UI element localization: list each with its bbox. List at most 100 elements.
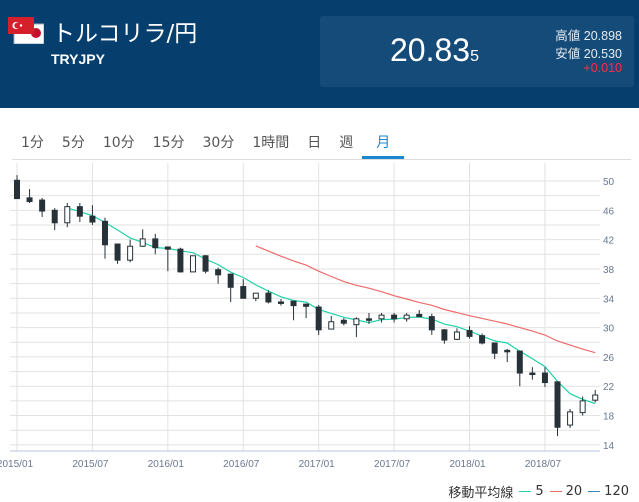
legend-label: 120 — [604, 484, 629, 499]
y-tick-label: 50 — [603, 177, 615, 188]
candle-body — [504, 349, 511, 353]
price-last-digit: 5 — [470, 48, 479, 65]
candle-body — [453, 331, 460, 340]
candle-body — [76, 206, 83, 217]
legend-line — [549, 491, 562, 492]
x-tick-label: 2017/01 — [299, 459, 336, 470]
x-tick-label: 2015/01 — [0, 459, 34, 470]
candle-body — [516, 350, 523, 374]
tab-3[interactable]: 15分 — [152, 135, 185, 151]
candle-body — [139, 238, 146, 247]
candle-body — [541, 372, 548, 384]
candle-body — [529, 372, 536, 376]
high-row: 高値 20.898 — [555, 25, 622, 44]
candlestick-chart: 2015/01 2015/07 2016/01 2016/07 2017/01 2017/… — [0, 163, 615, 470]
x-tick-label: 2018/07 — [525, 459, 562, 470]
candle-body — [365, 318, 372, 321]
x-tick-label: 2016/07 — [223, 459, 260, 470]
candle-body — [328, 321, 335, 330]
candle-body — [64, 206, 71, 224]
x-tick-label: 2015/07 — [72, 459, 109, 470]
y-tick-label: 46 — [603, 206, 615, 217]
x-tick-label: 2017/07 — [374, 459, 411, 470]
ma-legend: 移動平均線 5 20 120 — [448, 482, 629, 501]
low-row: 安値 20.530 — [555, 43, 622, 62]
ma5-line — [67, 207, 596, 405]
legend-item-ma20: 20 — [549, 484, 583, 499]
current-price: 20.835 — [390, 32, 479, 69]
low-value: 20.530 — [583, 47, 622, 61]
legend-item-ma5: 5 — [519, 484, 544, 499]
tab-6[interactable]: 日 — [307, 135, 322, 151]
candle-body — [127, 245, 134, 261]
candle-body — [240, 286, 247, 299]
y-tick-label: 26 — [603, 353, 615, 364]
tab-0[interactable]: 1分 — [21, 135, 44, 151]
legend-line — [588, 491, 601, 492]
candle-body — [403, 314, 410, 320]
currency-flag-icon — [8, 17, 44, 44]
tab-5[interactable]: 1時間 — [252, 135, 290, 151]
candle-body — [177, 248, 184, 273]
candle-body — [101, 220, 108, 246]
y-tick-label: 14 — [603, 441, 615, 452]
header: トルコリラ/円 TRYJPY 20.835 高値 20.898 安値 20.53… — [0, 0, 639, 108]
quote-panel: 20.835 高値 20.898 安値 20.530 +0.010 — [320, 16, 634, 87]
candle-body — [428, 316, 435, 331]
ma20-line — [255, 245, 596, 354]
price-main: 20.83 — [390, 32, 471, 68]
legend-label: 20 — [565, 484, 583, 499]
y-tick-label: 42 — [603, 236, 615, 247]
candle-body — [39, 199, 46, 212]
candle-body — [416, 313, 423, 318]
candle-body — [14, 179, 20, 200]
tab-4[interactable]: 30分 — [202, 135, 235, 151]
tab-1[interactable]: 5分 — [61, 135, 85, 151]
candle-body — [215, 269, 222, 276]
y-tick-label: 22 — [603, 382, 615, 393]
pair-code: TRYJPY — [51, 51, 105, 67]
candle-body — [491, 342, 498, 354]
legend-title: 移動平均線 — [448, 486, 514, 501]
candle-body — [466, 330, 473, 337]
candle-body — [441, 329, 448, 341]
candle-body — [391, 314, 398, 320]
y-tick-label: 34 — [603, 294, 615, 305]
interval-tabs: 1分 5分 10分 15分 30分 1時間 日 週月 — [12, 132, 405, 159]
candle-body — [51, 209, 58, 224]
candle-body — [164, 246, 171, 250]
x-tick-label: 2016/01 — [148, 459, 185, 470]
candle-body — [567, 411, 574, 426]
candle-body — [479, 335, 486, 344]
candle-body — [26, 197, 33, 203]
legend-line — [519, 491, 532, 492]
candle-body — [592, 394, 599, 401]
high-value: 20.898 — [583, 29, 622, 43]
candle-body — [152, 238, 159, 249]
tab-7[interactable]: 週 — [339, 135, 354, 151]
y-tick-label: 38 — [603, 265, 615, 276]
candle-body — [353, 318, 360, 326]
tab-8[interactable]: 月 — [362, 132, 405, 159]
legend-label: 5 — [535, 484, 544, 499]
pair-title: トルコリラ/円 — [52, 21, 198, 47]
candle-body — [189, 255, 196, 273]
y-tick-label: 30 — [603, 324, 615, 335]
candle-body — [277, 301, 284, 304]
candle-body — [378, 314, 385, 320]
candle-body — [579, 400, 586, 414]
candle-body — [202, 255, 209, 272]
candle-body — [290, 300, 297, 307]
y-tick-label: 18 — [603, 412, 615, 423]
candle-body — [554, 381, 561, 428]
high-label: 高値 — [555, 29, 581, 43]
tab-2[interactable]: 10分 — [102, 135, 135, 151]
candle-body — [315, 306, 322, 331]
candle-body — [252, 292, 259, 299]
candle-body — [340, 319, 347, 324]
change-value: +0.010 — [583, 61, 622, 75]
candle-body — [227, 273, 234, 288]
x-tick-label: 2018/01 — [449, 459, 486, 470]
tab-divider — [12, 159, 631, 160]
candle-body — [303, 303, 310, 307]
